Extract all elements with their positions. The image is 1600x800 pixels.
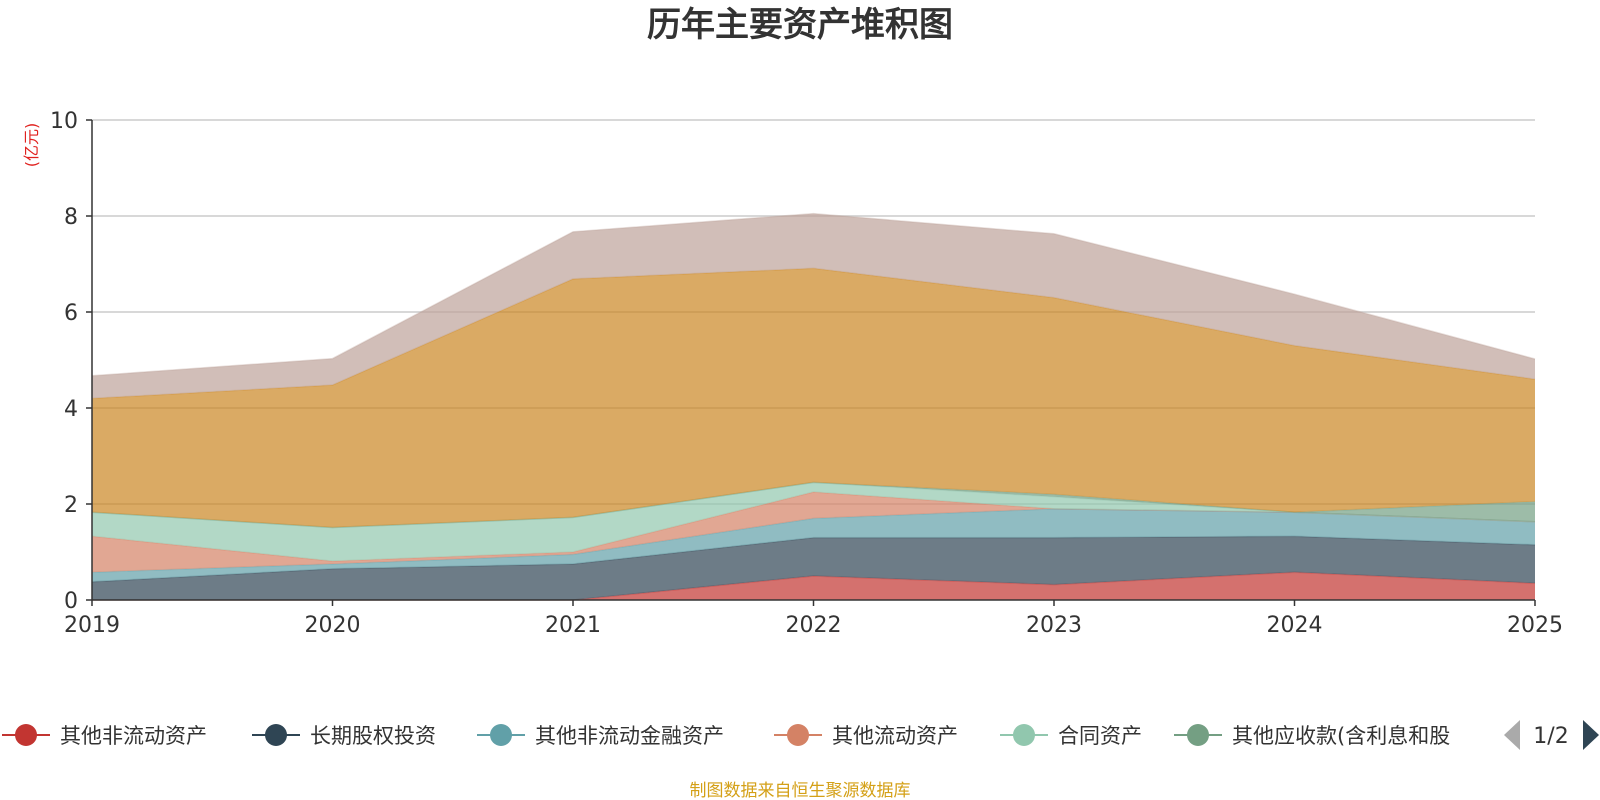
chart-title: 历年主要资产堆积图 bbox=[647, 5, 953, 45]
y-tick-label: 2 bbox=[64, 493, 78, 518]
legend: 其他非流动资产 长期股权投资 其他非流动金融资产 其他流动资产 合同资产 其他应收款(含利… bbox=[2, 724, 1450, 748]
y-tick-label: 0 bbox=[64, 589, 78, 614]
x-tick-label: 2023 bbox=[1026, 613, 1082, 638]
legend-circle-icon bbox=[490, 724, 512, 746]
area-series-line bbox=[91, 212, 1536, 377]
legend-item[interactable]: 其他流动资产 bbox=[774, 724, 958, 748]
data-source-note: 制图数据来自恒生聚源数据库 bbox=[690, 781, 911, 800]
legend-item[interactable]: 其他非流动资产 bbox=[2, 724, 207, 748]
y-tick-label: 10 bbox=[50, 109, 78, 134]
legend-label: 其他非流动金融资产 bbox=[535, 724, 724, 748]
x-tick-label: 2019 bbox=[64, 613, 120, 638]
y-tick-label: 4 bbox=[64, 397, 78, 422]
area-series bbox=[92, 492, 1535, 573]
stacked-areas bbox=[91, 212, 1536, 601]
legend-label: 合同资产 bbox=[1058, 724, 1142, 748]
area-series bbox=[92, 572, 1535, 600]
y-tick-label: 8 bbox=[64, 205, 78, 230]
legend-label: 其他应收款(含利息和股 bbox=[1232, 724, 1450, 748]
legend-item[interactable]: 其他应收款(含利息和股 bbox=[1174, 724, 1450, 748]
x-tick-label: 2024 bbox=[1267, 613, 1323, 638]
legend-label: 其他非流动资产 bbox=[60, 724, 207, 748]
legend-item[interactable]: 长期股权投资 bbox=[252, 724, 436, 748]
x-tick-label: 2025 bbox=[1507, 613, 1563, 638]
legend-label: 其他流动资产 bbox=[832, 724, 958, 748]
legend-circle-icon bbox=[1013, 724, 1035, 746]
area-series bbox=[92, 213, 1535, 399]
legend-prev-page-icon[interactable] bbox=[1504, 720, 1520, 750]
area-series bbox=[92, 268, 1535, 528]
y-axis-unit-label: (亿元) bbox=[22, 123, 41, 168]
legend-circle-icon bbox=[15, 724, 37, 746]
x-tick-label: 2022 bbox=[786, 613, 842, 638]
x-tick-label: 2021 bbox=[545, 613, 601, 638]
area-series bbox=[92, 508, 1535, 582]
legend-next-page-icon[interactable] bbox=[1583, 720, 1599, 750]
axes: 0 2 4 6 8 10 2019 2020 2021 2022 2023 2024 2025 bbox=[50, 109, 1563, 638]
x-tick-label: 2020 bbox=[305, 613, 361, 638]
legend-circle-icon bbox=[787, 724, 809, 746]
legend-item[interactable]: 其他非流动金融资产 bbox=[477, 724, 724, 748]
legend-label: 长期股权投资 bbox=[310, 724, 436, 748]
legend-circle-icon bbox=[1187, 724, 1209, 746]
legend-item[interactable]: 合同资产 bbox=[1000, 724, 1142, 748]
area-series bbox=[92, 536, 1535, 600]
legend-circle-icon bbox=[265, 724, 287, 746]
legend-pager: 1/2 bbox=[1504, 720, 1599, 750]
y-tick-label: 6 bbox=[64, 301, 78, 326]
legend-page-indicator: 1/2 bbox=[1533, 724, 1568, 749]
area-series bbox=[92, 482, 1535, 562]
